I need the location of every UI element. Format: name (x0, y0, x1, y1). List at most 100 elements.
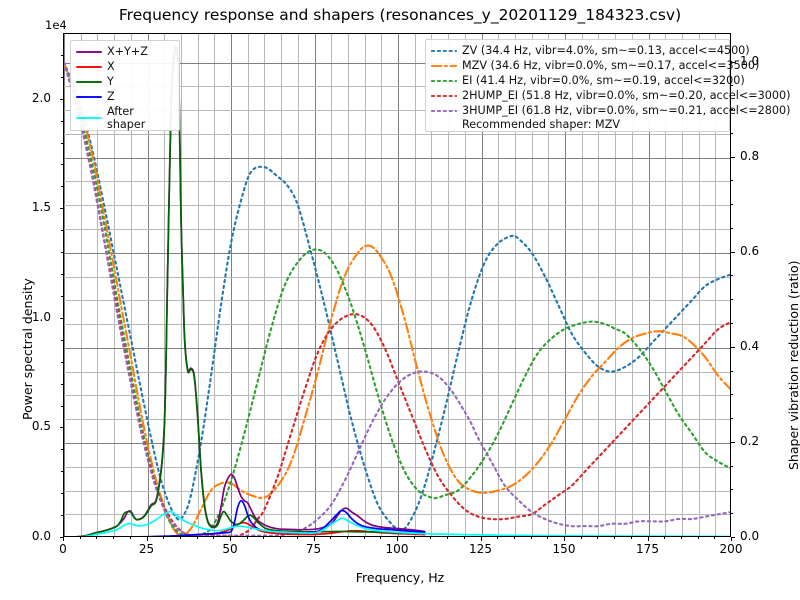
tick-mark (447, 537, 449, 539)
tick-mark (513, 537, 515, 539)
legend-label: Z (107, 90, 115, 103)
grid-line-vertical (281, 34, 283, 536)
tick-mark (280, 537, 282, 539)
tick-mark (61, 449, 63, 451)
grid-line-vertical (698, 34, 700, 536)
grid-line-vertical (464, 34, 466, 536)
tick-mark (731, 85, 733, 87)
grid-line-vertical (331, 34, 333, 536)
y-tick-left: 2.0 (31, 90, 51, 105)
tick-mark (731, 61, 735, 63)
legend-label: After shaper (107, 105, 146, 131)
tick-mark (397, 537, 398, 541)
grid-line-horizontal (64, 62, 730, 64)
tick-mark (59, 208, 63, 210)
tick-mark (580, 537, 582, 539)
tick-mark (731, 132, 733, 134)
grid-line-horizontal (64, 228, 730, 230)
tick-mark (463, 537, 465, 539)
grid-line-horizontal (64, 181, 730, 183)
tick-mark (731, 156, 735, 158)
legend-swatch-line-icon (76, 75, 102, 89)
tick-mark (113, 537, 115, 539)
shaper-curve-2hump_ei (64, 61, 730, 536)
y-tick-left: 1.0 (31, 309, 51, 324)
grid-line-vertical (648, 34, 650, 536)
x-tick: 75 (305, 542, 322, 556)
tick-mark (731, 299, 733, 301)
legend-shapers[interactable]: ZV (34.4 Hz, vibr=4.0%, sm~=0.13, accel<… (425, 39, 790, 132)
tick-mark (480, 537, 482, 541)
grid-line-horizontal (64, 490, 730, 492)
tick-mark (61, 405, 63, 407)
x-tick: 125 (469, 542, 492, 556)
chart-title: Frequency response and shapers (resonanc… (118, 6, 682, 24)
tick-mark (731, 109, 733, 111)
y-axis-label-left: Power spectral density (20, 278, 35, 420)
tick-mark (313, 537, 315, 541)
x-tick: 0 (59, 542, 67, 556)
y-tick-right: 0.8 (740, 148, 760, 163)
legend-item-psd: X (76, 59, 174, 74)
grid-line-horizontal (64, 300, 730, 302)
tick-mark (647, 537, 649, 541)
y-tick-left: 1.5 (31, 200, 51, 215)
x-axis-label: Frequency, Hz (355, 570, 445, 585)
tick-mark (664, 537, 666, 539)
y-tick-left: 0.0 (31, 529, 51, 543)
tick-mark (213, 537, 215, 539)
grid-line-vertical (80, 34, 82, 536)
tick-mark (129, 537, 131, 539)
tick-mark (731, 394, 733, 396)
grid-line-vertical (97, 34, 99, 536)
grid-line-vertical (114, 34, 116, 536)
psd-curve-x (153, 521, 426, 536)
tick-mark (61, 471, 63, 473)
y-tick-right: 0.2 (740, 433, 760, 448)
tick-mark (246, 537, 248, 539)
tick-mark (230, 537, 231, 541)
grid-line-vertical (631, 34, 633, 536)
grid-line-vertical (364, 34, 366, 536)
legend-swatch-line-icon (431, 44, 457, 58)
tick-mark (714, 537, 716, 539)
legend-psd[interactable]: X+Y+Z X Y Z After shaper (70, 40, 180, 131)
tick-mark (61, 230, 63, 232)
grid-line-horizontal (64, 395, 730, 397)
tick-mark (59, 537, 63, 538)
tick-mark (61, 274, 63, 276)
grid-line-vertical (381, 34, 383, 536)
legend-swatch-line-icon (431, 104, 457, 118)
legend-swatch-line-icon (431, 89, 457, 103)
x-tick: 25 (138, 542, 155, 556)
legend-swatch-line-icon (76, 45, 102, 59)
legend-label: 3HUMP_EI (61.8 Hz, vibr=0.0%, sm~=0.21, … (462, 104, 791, 117)
grid-line-vertical (448, 34, 450, 536)
legend-item-psd: Y (76, 74, 174, 89)
legend-swatch-line-icon (431, 74, 457, 88)
grid-line-vertical (598, 34, 600, 536)
grid-line-vertical (297, 34, 299, 536)
psd-curve-y (76, 49, 426, 536)
tick-mark (63, 537, 64, 541)
tick-mark (731, 323, 733, 325)
legend-item-shaper: 3HUMP_EI (61.8 Hz, vibr=0.0%, sm~=0.21, … (431, 103, 790, 118)
tick-mark (731, 489, 733, 491)
grid-line-horizontal (64, 442, 730, 444)
grid-line-horizontal (64, 371, 730, 373)
tick-mark (614, 537, 616, 539)
tick-mark (61, 76, 63, 78)
tick-mark (547, 537, 549, 539)
tick-mark (346, 537, 348, 539)
grid-line-vertical (615, 34, 617, 536)
legend-swatch-line-icon (76, 90, 102, 104)
tick-mark (380, 537, 382, 539)
tick-mark (163, 537, 165, 539)
tick-mark (731, 346, 735, 348)
grid-line-vertical (414, 34, 416, 536)
grid-line-vertical (715, 34, 717, 536)
grid-line-vertical (398, 34, 399, 536)
legend-item-psd: After shaper (76, 104, 174, 132)
grid-line-horizontal (64, 324, 730, 325)
legend-swatch-line-icon (76, 60, 102, 74)
